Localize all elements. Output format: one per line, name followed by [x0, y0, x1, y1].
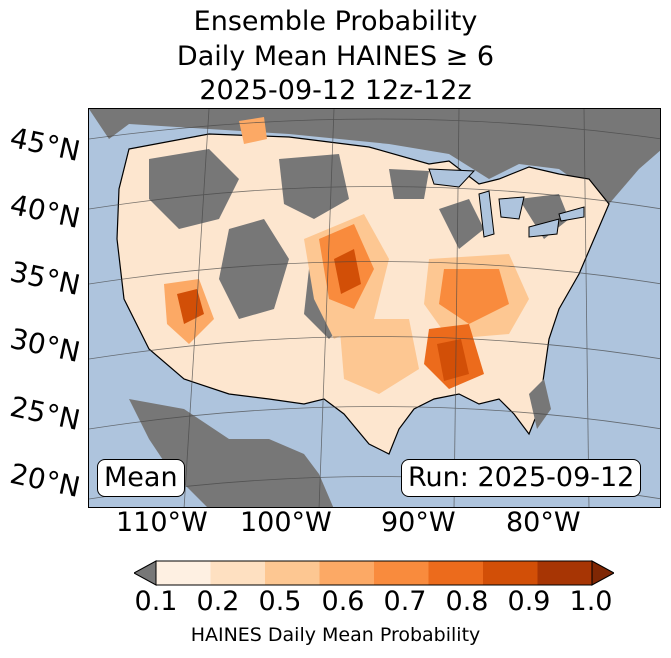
run-date-box: Run: 2025-09-12 [401, 459, 642, 497]
graticule [89, 109, 660, 507]
colorbar-tick-2: 0.5 [258, 586, 302, 617]
colorbar-label: HAINES Daily Mean Probability [190, 624, 481, 646]
lat-label-35: 35°N [7, 255, 84, 302]
colorbar-under-arrow [134, 560, 157, 586]
colorbar-tick-6: 0.9 [507, 586, 551, 617]
title-line-2: Daily Mean HAINES ≥ 6 [176, 41, 495, 72]
lon-label-110: 110°W [116, 507, 208, 538]
colorbar-tick-3: 0.6 [321, 586, 365, 617]
canada-land [89, 109, 660, 204]
lat-label-25: 25°N [7, 390, 84, 437]
colorbar-segment [428, 561, 483, 585]
colorbar-segment [319, 561, 374, 585]
colorbar-tick-7: 1.0 [569, 586, 613, 617]
colorbar [134, 560, 614, 586]
title-line-3: 2025-09-12 12z-12z [199, 75, 472, 106]
colorbar-tick-0: 0.1 [134, 586, 178, 617]
lat-label-45: 45°N [7, 121, 84, 168]
colorbar-tick-5: 0.8 [445, 586, 489, 617]
title-line-1: Ensemble Probability [193, 6, 478, 37]
lat-label-40: 40°N [7, 188, 84, 235]
colorbar-segment [265, 561, 320, 585]
mean-label-box: Mean [97, 459, 185, 497]
colorbar-over-arrow [591, 560, 614, 586]
colorbar-segment [374, 561, 429, 585]
colorbar-segment [483, 561, 538, 585]
lon-label-80: 80°W [506, 507, 581, 538]
great-lakes [428, 168, 585, 238]
lat-label-20: 20°N [7, 457, 84, 504]
colorbar-tick-4: 0.7 [383, 586, 427, 617]
colorbar-tick-1: 0.2 [196, 586, 240, 617]
colorbar-segments [156, 561, 592, 585]
lon-label-90: 90°W [381, 507, 456, 538]
map-svg [89, 109, 660, 507]
lon-label-100: 100°W [240, 507, 332, 538]
colorbar-segment [156, 561, 211, 585]
colorbar-segment [537, 561, 592, 585]
probability-map [88, 108, 661, 508]
colorbar-segment [210, 561, 265, 585]
lat-label-30: 30°N [7, 322, 84, 369]
